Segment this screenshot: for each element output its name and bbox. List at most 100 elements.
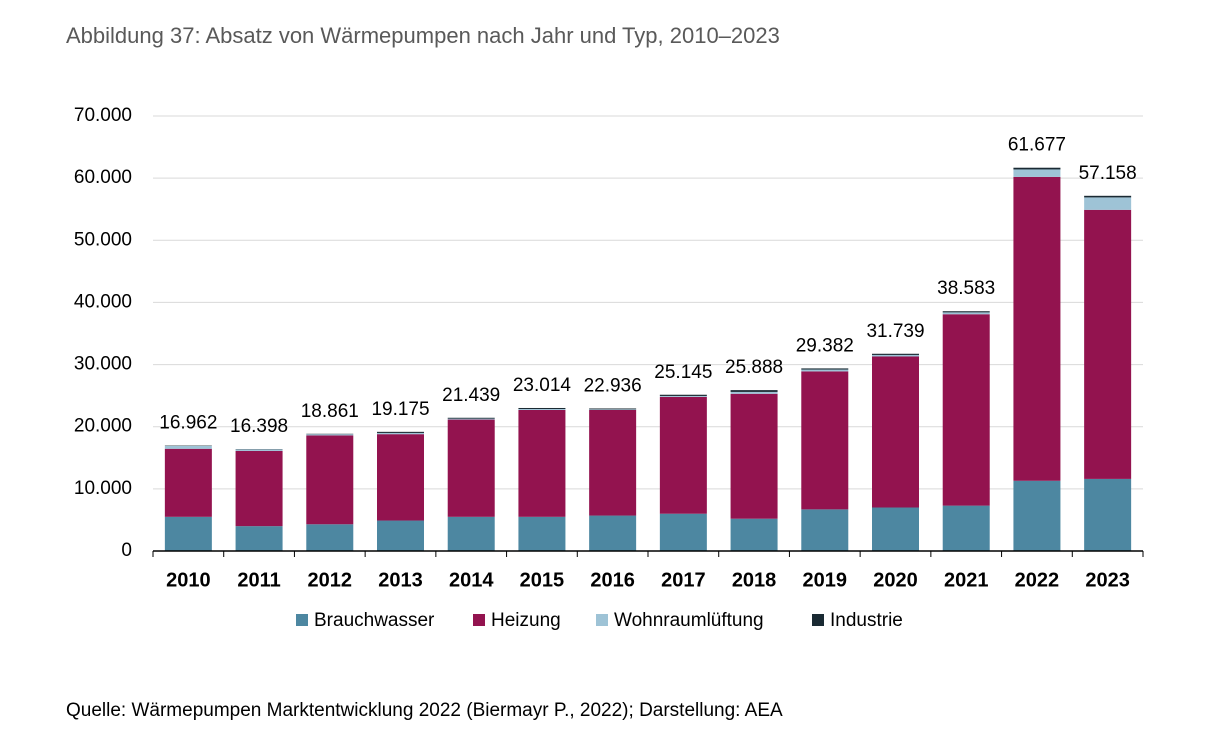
total-label: 16.398	[230, 416, 288, 437]
x-tick-label: 2017	[661, 569, 706, 591]
x-tick-label: 2014	[449, 569, 494, 591]
bar-segment	[1013, 480, 1061, 551]
bar-segment	[306, 435, 354, 525]
total-label: 31.739	[866, 321, 924, 342]
bar-segment	[1013, 176, 1061, 481]
y-tick-label: 0	[121, 540, 132, 561]
x-tick-label: 2015	[520, 569, 565, 591]
bar-segment	[306, 524, 354, 551]
y-tick-label: 50.000	[74, 229, 132, 250]
bar-segment	[164, 516, 212, 551]
bar-segment	[377, 520, 424, 551]
total-label: 18.861	[301, 401, 359, 422]
bar-segment	[589, 409, 637, 516]
x-tick-label: 2010	[166, 569, 211, 591]
bar-segment	[1013, 169, 1061, 177]
bar-segment	[942, 311, 990, 313]
x-tick-label: 2021	[944, 569, 989, 591]
bar-segment	[942, 312, 990, 315]
x-tick-label: 2022	[1015, 569, 1060, 591]
bar-segment	[518, 516, 566, 551]
total-label: 38.583	[937, 278, 995, 299]
bar-segment	[1084, 209, 1132, 479]
y-tick-label: 10.000	[74, 478, 132, 499]
bar-segment	[589, 515, 637, 551]
bar-segment	[730, 393, 778, 519]
bar-segment	[518, 407, 566, 410]
bar-segment	[801, 368, 849, 370]
bar-segment	[659, 396, 707, 514]
bar-segment	[801, 371, 849, 510]
x-tick-label: 2016	[590, 569, 635, 591]
bar-segment	[942, 314, 990, 506]
y-tick-label: 70.000	[74, 105, 132, 126]
legend-swatch	[596, 614, 608, 626]
legend-label: Industrie	[830, 610, 903, 631]
bar-segment	[447, 419, 495, 517]
bar-segment	[659, 395, 707, 397]
bar-segment	[1084, 195, 1132, 198]
x-tick-label: 2013	[378, 569, 423, 591]
total-label: 57.158	[1079, 163, 1137, 184]
bar-segment	[447, 417, 495, 419]
bar-segment	[164, 445, 212, 449]
bar-segment	[235, 526, 283, 551]
bar-segment	[447, 516, 495, 551]
bar-segment	[730, 518, 778, 551]
chart-title: Abbildung 37: Absatz von Wärmepumpen nac…	[66, 23, 780, 48]
y-tick-label: 30.000	[74, 354, 132, 375]
bar-segment	[659, 513, 707, 551]
y-tick-label: 20.000	[74, 416, 132, 437]
x-tick-label: 2018	[732, 569, 777, 591]
y-tick-label: 40.000	[74, 291, 132, 312]
total-label: 29.382	[796, 335, 854, 356]
bar-segment	[235, 449, 283, 451]
bar-segment	[447, 418, 495, 420]
bar-segment	[872, 507, 919, 551]
bar-segment	[164, 448, 212, 517]
legend-swatch	[473, 614, 485, 626]
bar-segment	[589, 409, 637, 410]
bar-segment	[801, 369, 849, 372]
bar-segment	[518, 409, 566, 517]
total-label: 23.014	[513, 375, 572, 396]
bar-segment	[801, 509, 849, 551]
bar-segment	[306, 434, 354, 436]
bar-segment	[377, 434, 424, 521]
total-label: 21.439	[442, 385, 500, 406]
x-tick-label: 2019	[803, 569, 848, 591]
total-label: 19.175	[371, 399, 429, 420]
bar-segment	[730, 390, 778, 392]
bar-segment	[730, 391, 778, 394]
bar-segment	[377, 432, 424, 435]
bar-segment	[1013, 167, 1061, 170]
bar-segment	[377, 431, 424, 433]
total-label: 25.888	[725, 357, 783, 378]
y-tick-label: 60.000	[74, 167, 132, 188]
x-tick-label: 2011	[237, 569, 280, 591]
bar-segment	[872, 356, 919, 508]
bar-segment	[942, 505, 990, 551]
total-label: 16.962	[159, 413, 217, 434]
bar-segment	[235, 450, 283, 527]
bar-segment	[589, 408, 637, 410]
total-label: 22.936	[584, 375, 642, 396]
bar-segment	[872, 353, 919, 355]
legend-label: Wohnraumlüftung	[614, 610, 764, 631]
x-tick-label: 2012	[308, 569, 353, 591]
bar-segment	[1084, 197, 1132, 210]
total-label: 25.145	[654, 362, 712, 383]
bar-segment	[872, 354, 919, 357]
x-tick-label: 2023	[1085, 569, 1130, 591]
x-tick-label: 2020	[873, 569, 918, 591]
total-label: 61.677	[1008, 135, 1066, 156]
legend-swatch	[296, 614, 308, 626]
bar-segment	[659, 394, 707, 396]
legend-swatch	[812, 614, 824, 626]
bar-segment	[1084, 478, 1132, 551]
bar-segment	[518, 409, 566, 410]
legend-label: Brauchwasser	[314, 610, 435, 631]
source-note: Quelle: Wärmepumpen Marktentwicklung 202…	[66, 700, 783, 721]
legend-label: Heizung	[491, 610, 561, 631]
